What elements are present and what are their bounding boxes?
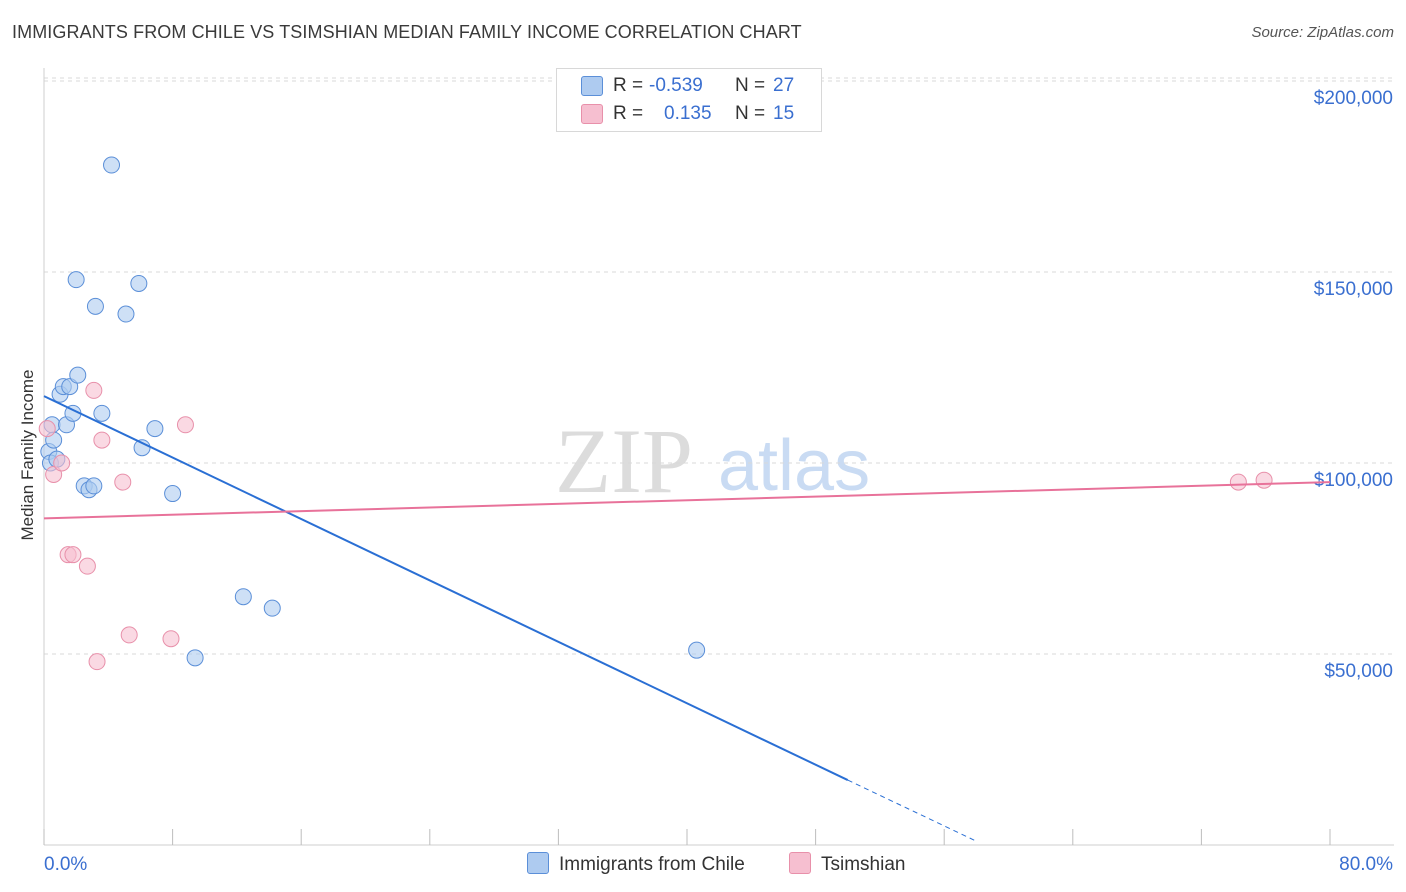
chile-point <box>117 305 135 323</box>
tsimshian-point <box>88 653 106 671</box>
chile-point <box>186 649 204 667</box>
tsimshian-point <box>120 626 138 644</box>
x-tick-label: 80.0% <box>1339 854 1393 875</box>
legend-r-label: R = <box>613 75 644 96</box>
bottom-legend-label-chile: Immigrants from Chile <box>559 854 745 875</box>
chile-point <box>69 366 87 384</box>
tsimshian-point <box>176 416 194 434</box>
chile-point <box>146 420 164 438</box>
chile-point <box>164 485 182 503</box>
legend-swatch-tsimshian <box>581 104 603 124</box>
source-label: Source: ZipAtlas.com <box>1251 24 1394 41</box>
watermark-atlas: atlas <box>718 426 870 506</box>
legend-r-value: -0.539 <box>649 75 703 96</box>
chile-point <box>93 404 111 422</box>
chile-point <box>85 477 103 495</box>
tsimshian-point <box>38 420 56 438</box>
legend-r-value: 0.135 <box>664 103 712 124</box>
bottom-legend-label-tsimshian: Tsimshian <box>821 854 906 875</box>
legend-n-label: N = <box>735 103 766 124</box>
legend-swatch-chile <box>581 76 603 96</box>
bottom-legend-tsimshian: Tsimshian <box>789 852 905 876</box>
tsimshian-point <box>93 431 111 449</box>
legend-n-value: 27 <box>773 75 795 96</box>
tsimshian-point <box>114 473 132 491</box>
chile-point <box>103 156 121 174</box>
tsimshian-point <box>85 381 103 399</box>
x-tick-label: 0.0% <box>44 854 87 875</box>
tsimshian-point <box>53 454 71 472</box>
tsimshian-point <box>162 630 180 648</box>
y-tick-label: $100,000 <box>1314 470 1393 491</box>
tsimshian-point <box>1229 473 1247 491</box>
legend-n-label: N = <box>735 75 766 96</box>
chile-point <box>67 271 85 289</box>
chile-point <box>130 274 148 292</box>
y-axis-label: Median Family Income <box>18 369 37 541</box>
bottom-legend-swatch-tsimshian <box>789 852 811 874</box>
correlation-legend: R = -0.539 N = 27 R = 0.135 N = 15 <box>556 68 822 132</box>
chart-title: IMMIGRANTS FROM CHILE VS TSIMSHIAN MEDIA… <box>12 22 802 42</box>
watermark-zip: ZIP <box>555 410 693 512</box>
chile-point <box>86 297 104 315</box>
chile-trend-line <box>43 395 849 781</box>
chile-point <box>234 588 252 606</box>
bottom-legend-swatch-chile <box>527 852 549 874</box>
y-tick-label: $50,000 <box>1324 661 1393 682</box>
tsimshian-point <box>1255 471 1273 489</box>
chile-point <box>263 599 281 617</box>
y-tick-label: $200,000 <box>1314 88 1393 109</box>
tsimshian-trend-line <box>43 481 1331 520</box>
bottom-legend-chile: Immigrants from Chile <box>527 852 745 876</box>
legend-n-value: 15 <box>773 103 795 124</box>
chile-trend-extension <box>847 779 977 842</box>
tsimshian-point <box>64 546 82 564</box>
chile-point <box>688 641 706 659</box>
y-tick-label: $150,000 <box>1314 279 1393 300</box>
legend-r-label: R = <box>613 103 644 124</box>
tsimshian-point <box>78 557 96 575</box>
